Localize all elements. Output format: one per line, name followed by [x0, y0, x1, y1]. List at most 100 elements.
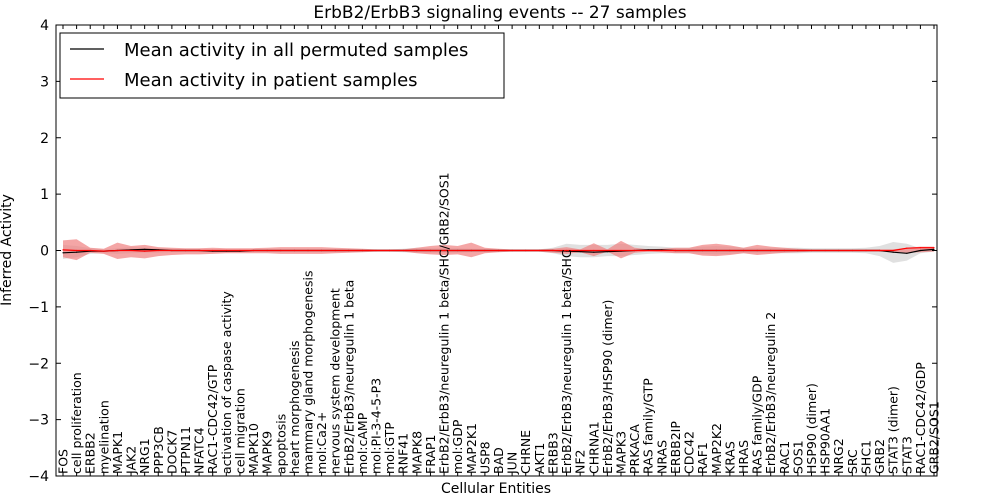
- x-category-label: NRG1: [137, 438, 152, 474]
- x-category-label: SOS1: [790, 440, 805, 474]
- data-point: [879, 249, 881, 252]
- x-category-label: NF2: [573, 450, 588, 475]
- x-category-label: HSP90 (dimer): [804, 383, 819, 474]
- data-point: [606, 249, 609, 252]
- data-point: [797, 249, 799, 252]
- data-point: [865, 249, 867, 252]
- x-category-label: NRG2: [831, 438, 846, 474]
- data-point: [892, 249, 894, 252]
- x-category-label: USP8: [477, 441, 492, 474]
- x-category-label: ErbB2/ErbB3/HSP90 (dimer): [600, 300, 615, 474]
- chart-title: ErbB2/ErbB3 signaling events -- 27 sampl…: [313, 3, 686, 23]
- data-point: [157, 249, 159, 252]
- bands-layer: [63, 239, 934, 263]
- x-category-label: HRAS: [736, 440, 751, 474]
- data-point: [606, 251, 609, 253]
- data-point: [443, 249, 445, 252]
- data-point: [729, 249, 731, 252]
- x-category-label: GRB2: [872, 439, 887, 474]
- y-tick-label: 1: [40, 187, 49, 203]
- legend-label-patient: Mean activity in patient samples: [124, 70, 418, 91]
- x-category-label: JUN: [505, 452, 520, 475]
- data-point: [715, 249, 717, 252]
- data-point: [225, 249, 227, 252]
- x-category-label: MAPK8: [409, 431, 424, 474]
- lines-layer: [62, 247, 935, 254]
- y-tick-label: 0: [40, 244, 49, 260]
- data-point: [402, 249, 404, 252]
- data-point: [674, 249, 677, 252]
- x-category-label: mol:PI-3-4-5-P3: [369, 378, 384, 474]
- data-point: [647, 249, 649, 252]
- x-category-label: heart morphogenesis: [287, 341, 302, 475]
- x-category-label: AKT1: [532, 443, 547, 474]
- data-point: [634, 249, 636, 252]
- y-tick-label: −3: [28, 413, 49, 429]
- legend: Mean activity in all permuted samples Me…: [59, 32, 505, 99]
- x-category-label: activation of caspase activity: [219, 291, 234, 474]
- data-point: [756, 249, 758, 252]
- x-category-label: ERBB3: [545, 432, 560, 474]
- data-point: [416, 249, 418, 252]
- data-point: [293, 249, 295, 252]
- x-category-label: myelination: [96, 400, 111, 474]
- x-category-label: NRAS: [654, 440, 669, 474]
- x-category-label: BAD: [491, 447, 506, 474]
- data-point: [429, 249, 432, 252]
- data-point: [892, 251, 894, 253]
- x-category-label: RAS family/GTP: [641, 378, 656, 474]
- data-point: [906, 247, 908, 249]
- x-category-label: MAPK3: [614, 431, 629, 474]
- x-category-label: GRB2/SOS1: [927, 401, 942, 474]
- data-point: [307, 249, 309, 252]
- x-category-label: ErbB2/ErbB3/neuregulin 1 beta: [341, 280, 356, 474]
- x-category-label: ERBB2: [83, 432, 98, 474]
- data-point: [171, 249, 173, 252]
- data-point: [919, 247, 922, 249]
- data-point: [266, 249, 268, 252]
- x-category-label: MAPK10: [246, 423, 261, 474]
- data-point: [579, 251, 581, 253]
- x-category-label: KRAS: [722, 441, 737, 474]
- x-category-label: mol:GDP: [450, 419, 465, 474]
- y-axis-label: Inferred Activity: [0, 194, 15, 306]
- data-point: [198, 249, 200, 252]
- x-category-label: ERBB2IP: [668, 421, 683, 474]
- y-tick-label: 4: [40, 18, 49, 34]
- data-point: [321, 249, 323, 252]
- y-tick-label: 2: [40, 131, 49, 147]
- data-point: [565, 249, 568, 252]
- x-category-label: HSP90AA1: [818, 408, 833, 474]
- x-category-label: MAP2K2: [709, 423, 724, 474]
- x-category-label: RAF1: [695, 442, 710, 474]
- data-point: [593, 251, 595, 253]
- data-point: [525, 249, 527, 252]
- data-point: [348, 249, 350, 252]
- data-point: [389, 249, 391, 252]
- x-category-label: ErbB2/ErbB3/neuregulin 1 beta/SHC/GRB2/S…: [437, 172, 452, 474]
- data-point: [116, 249, 118, 252]
- data-point: [470, 249, 472, 252]
- legend-box: [59, 32, 505, 99]
- band-patient: [63, 239, 934, 261]
- x-category-label: cell migration: [232, 388, 247, 474]
- x-category-label: PPP3CB: [151, 426, 166, 474]
- x-category-label: CDC42: [682, 431, 697, 474]
- x-category-label: RNF41: [396, 433, 411, 474]
- data-point: [457, 249, 459, 252]
- y-tick-label: 3: [40, 74, 49, 90]
- data-point: [620, 249, 622, 252]
- data-point: [184, 249, 187, 252]
- x-category-label: NFATC4: [192, 427, 207, 474]
- x-category-label: mol:cAMP: [355, 412, 370, 474]
- data-point: [361, 249, 363, 252]
- data-point: [838, 249, 840, 252]
- y-tick-label: −4: [28, 469, 49, 485]
- data-point: [144, 250, 146, 252]
- y-tick-label: −2: [28, 356, 49, 372]
- x-category-label: RAC1-CDC42/GDP: [913, 362, 928, 474]
- data-point: [62, 249, 64, 251]
- data-point: [76, 249, 78, 252]
